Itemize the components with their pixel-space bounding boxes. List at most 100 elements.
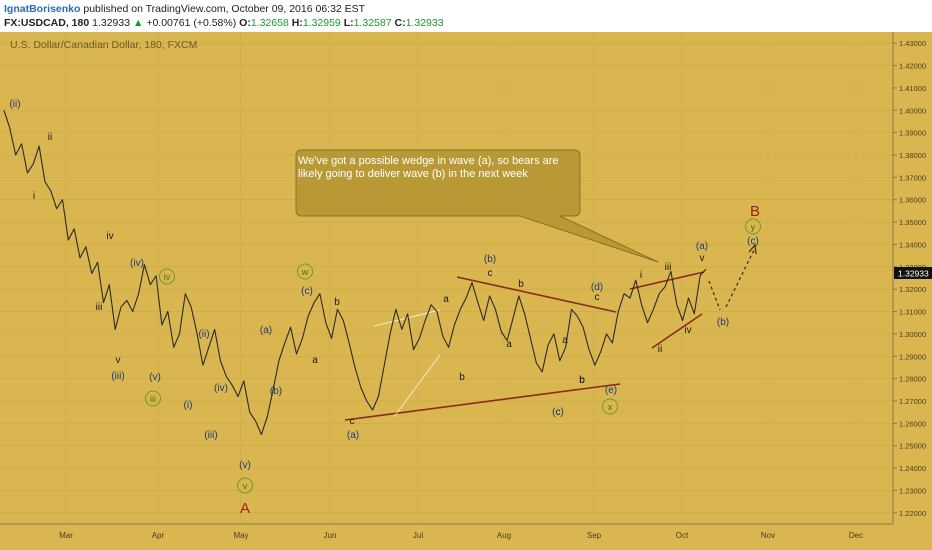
- triangle-lower-line: [344, 383, 621, 421]
- price-chart[interactable]: U.S. Dollar/Canadian Dollar, 180, FXCM (…: [0, 32, 932, 550]
- wave-label: (e): [605, 385, 617, 396]
- price-tick-label: 1.42000: [899, 62, 926, 71]
- wave-label-circle: [602, 398, 618, 415]
- wave-label: (iv): [130, 258, 144, 269]
- wedge-lower-line: [651, 313, 703, 349]
- projection-down-segment: [708, 280, 721, 311]
- wave-label: ii: [48, 132, 52, 143]
- wave-label: iv: [164, 272, 171, 282]
- wave-label: (v): [149, 372, 161, 383]
- chart-header: IgnatBorisenko published on TradingView.…: [0, 0, 932, 32]
- wave-label: b: [579, 375, 585, 386]
- wave-label: (iii): [204, 430, 217, 441]
- wave-label-circle: [159, 268, 175, 285]
- price-tick-label: 1.34000: [899, 240, 926, 249]
- time-tick-label: Mar: [59, 531, 73, 540]
- last-price: 1.32933: [92, 17, 131, 29]
- wave-label: iv: [684, 325, 691, 336]
- projection-arrow-icon: [748, 243, 757, 255]
- publish-line: IgnatBorisenko published on TradingView.…: [4, 3, 365, 15]
- open-label: O:: [239, 17, 251, 29]
- symbol-label: FX:USDCAD, 180: [4, 17, 90, 29]
- wave-label: iii: [665, 262, 672, 273]
- wave-label: y: [751, 222, 756, 232]
- price-tick-label: 1.22000: [899, 509, 926, 518]
- chart-background: [0, 32, 932, 550]
- sub-channel-lower-line: [393, 354, 441, 418]
- chart-title: U.S. Dollar/Canadian Dollar, 180, FXCM: [10, 39, 197, 51]
- price-tick-label: 1.28000: [899, 375, 926, 384]
- wave-label: (a): [260, 325, 272, 336]
- time-tick-label: Sep: [587, 531, 602, 540]
- time-tick-label: Nov: [761, 531, 775, 540]
- wave-label: (ii): [198, 329, 209, 340]
- projection-path: [708, 243, 757, 311]
- wave-label-circle: [145, 390, 161, 407]
- time-tick-label: Jul: [413, 531, 423, 540]
- wave-label: (iv): [214, 383, 228, 394]
- wave-label-circle: [297, 263, 313, 280]
- wave-label: a: [562, 335, 568, 346]
- wave-label: i: [640, 270, 642, 281]
- wave-label-circle: [745, 218, 761, 235]
- last-price-marker: 1.32933: [894, 267, 932, 279]
- price-tick-label: 1.39000: [899, 129, 926, 138]
- price-tick-label: 1.43000: [899, 39, 926, 48]
- low-value: 1.32587: [353, 17, 392, 29]
- wave-label: iii: [150, 394, 156, 404]
- time-tick-label: Oct: [676, 531, 689, 540]
- wave-label: i: [33, 191, 35, 202]
- wave-label: b: [459, 372, 465, 383]
- price-series-line: [3, 110, 707, 436]
- wave-label: (c): [552, 407, 564, 418]
- time-tick-label: Jun: [324, 531, 337, 540]
- price-tick-label: 1.23000: [899, 486, 926, 495]
- open-value: 1.32658: [250, 17, 289, 29]
- wave-label: x: [608, 402, 613, 412]
- wave-label: (b): [717, 317, 729, 328]
- wave-label: c: [350, 416, 355, 427]
- time-axis: Mar Apr May Jun Jul Aug Sep Oct Nov Dec: [59, 531, 863, 540]
- callout-bubble: [295, 149, 659, 263]
- wave-label: (c): [301, 286, 313, 297]
- wave-label: b: [334, 297, 340, 308]
- high-label: H:: [291, 17, 303, 29]
- price-tick-label: 1.31000: [899, 308, 926, 317]
- price-tick-label: 1.29000: [899, 352, 926, 361]
- wave-label: v: [243, 481, 248, 491]
- trendlines: [344, 271, 705, 421]
- last-price-label: 1.32933: [898, 269, 929, 279]
- wave-label-circle: [237, 477, 253, 494]
- wave-label: a: [443, 294, 449, 305]
- high-value: 1.32959: [302, 17, 341, 29]
- price-tick-label: 1.24000: [899, 464, 926, 473]
- wave-label: v: [700, 253, 705, 264]
- wave-label: (ii): [9, 99, 20, 110]
- sub-channel-upper-line: [373, 309, 441, 327]
- time-tick-label: May: [233, 531, 248, 540]
- published-text: published on TradingView.com, October 09…: [83, 3, 366, 15]
- quote-line: FX:USDCAD, 180 1.32933 ▲ +0.00761 (+0.58…: [4, 17, 444, 29]
- wave-label: v: [116, 355, 121, 366]
- price-tick-label: 1.37000: [899, 173, 926, 182]
- wave-label: w: [301, 267, 309, 277]
- price-tick-label: 1.35000: [899, 218, 926, 227]
- change-value: +0.00761 (+0.58%): [146, 17, 237, 29]
- wave-label: (a): [696, 241, 708, 252]
- wave-label: (d): [591, 282, 603, 293]
- wave-label: b: [518, 279, 524, 290]
- time-tick-label: Aug: [497, 531, 511, 540]
- wave-label: a: [312, 355, 318, 366]
- author-link[interactable]: IgnatBorisenko: [4, 3, 81, 15]
- triangle-upper-line: [456, 276, 617, 313]
- price-tick-label: 1.38000: [899, 151, 926, 160]
- close-label: C:: [394, 17, 406, 29]
- price-tick-label: 1.26000: [899, 419, 926, 428]
- wave-label: B: [750, 203, 760, 220]
- wave-label: c: [595, 292, 600, 303]
- projection-up-segment: [725, 249, 755, 308]
- wave-label: c: [556, 407, 561, 418]
- wave-label: (b): [484, 254, 496, 265]
- price-tick-label: 1.40000: [899, 106, 926, 115]
